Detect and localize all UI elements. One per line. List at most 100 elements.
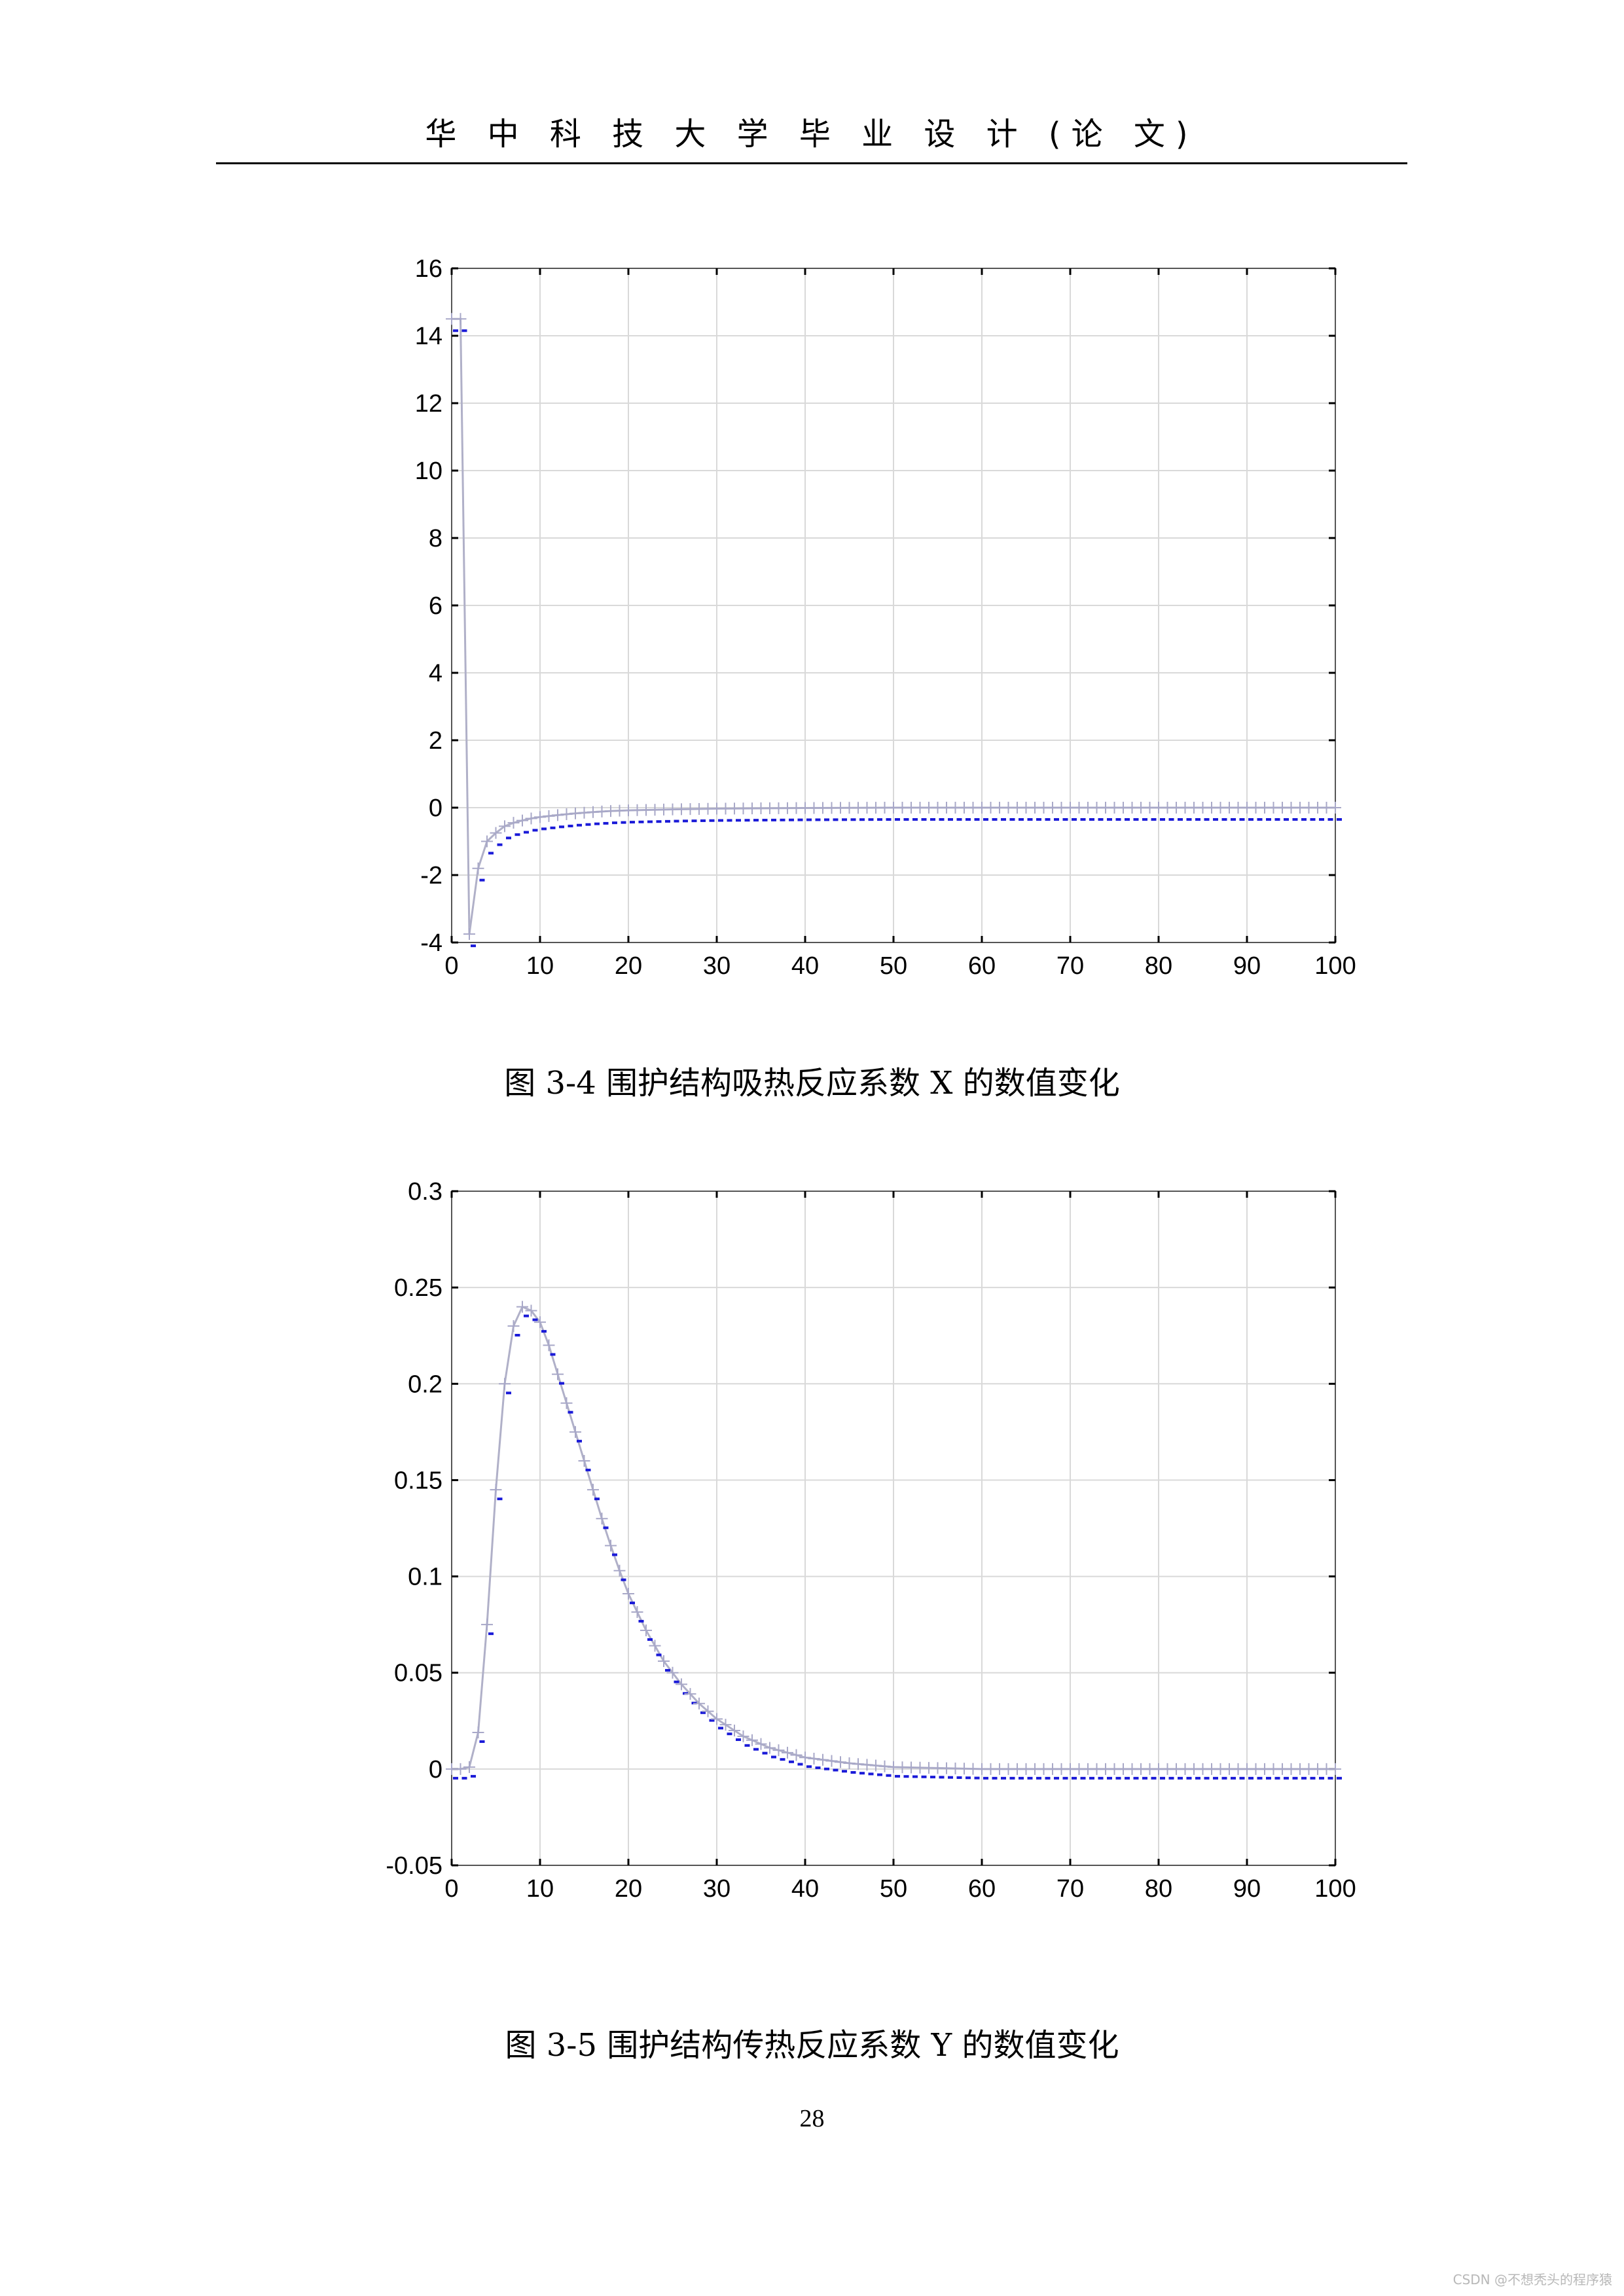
x-tick-label: 0 <box>444 952 458 980</box>
y-tick-label: -0.05 <box>386 1852 442 1880</box>
data-point-plus <box>463 1761 475 1773</box>
data-point-plus <box>543 1339 555 1352</box>
y-tick-label: 0.15 <box>394 1467 442 1494</box>
x-tick-label: 90 <box>1233 952 1261 980</box>
data-point-plus <box>516 1300 528 1313</box>
data-point-plus <box>640 1624 652 1636</box>
x-tick-label: 60 <box>968 1875 996 1903</box>
data-point-plus <box>578 806 590 819</box>
data-point-plus <box>490 1484 502 1496</box>
page-header: 华 中 科 技 大 学 毕 业 设 计 (论 文) <box>216 111 1407 164</box>
figure-caption-3-4: 图 3-4 围护结构吸热反应系数 X 的数值变化 <box>504 1065 1120 1102</box>
data-point-plus <box>552 809 564 821</box>
data-point-plus <box>569 1426 581 1438</box>
chart-y-svg: 0 10 20 30 40 50 60 70 80 90 100 0.3 0.25 0.2 0.15 0.1 0… <box>386 1178 1356 1903</box>
data-point-plus <box>516 814 528 827</box>
data-point-plus <box>835 1756 846 1768</box>
y-tick-label: 2 <box>429 727 442 755</box>
x-tick-label: 100 <box>1314 952 1356 980</box>
page-number: 28 <box>799 2105 825 2132</box>
data-point-plus <box>507 1320 520 1332</box>
y-tick-label: 0.3 <box>408 1178 442 1206</box>
data-point-plus <box>534 1316 546 1329</box>
data-point-plus <box>1329 802 1341 814</box>
y-tick-label: 16 <box>415 255 442 283</box>
y-tick-label: 10 <box>415 457 442 485</box>
x-tick-label: 80 <box>1145 1875 1172 1903</box>
data-point-plus <box>719 1719 732 1731</box>
data-point-plus <box>472 862 484 874</box>
data-point-plus <box>684 1688 696 1700</box>
data-point-plus <box>596 1513 608 1525</box>
data-point-plus <box>454 313 467 325</box>
x-tick-label: 50 <box>880 1875 907 1903</box>
data-point-plus <box>481 1619 493 1631</box>
data-point-plus <box>525 1304 537 1317</box>
x-tick-label: 70 <box>1056 952 1084 980</box>
y-tick-label: 0 <box>429 1756 442 1784</box>
watermark: CSDN @不想秃头的程序猿 <box>1453 2272 1612 2287</box>
data-point-plus <box>676 1678 687 1691</box>
header-title: 华 中 科 技 大 学 毕 业 设 计 (论 文) <box>425 116 1199 152</box>
data-point-plus <box>552 1368 564 1380</box>
data-point-plus <box>825 1755 838 1767</box>
y-tick-label: -4 <box>420 929 442 957</box>
figure-caption-3-5: 图 3-5 围护结构传热反应系数 Y 的数值变化 <box>505 2027 1119 2064</box>
data-point-plus <box>808 1752 820 1765</box>
y-tick-label: 4 <box>429 660 442 687</box>
data-point-plus <box>649 1640 661 1652</box>
data-point-plus <box>843 1757 856 1770</box>
data-point-plus <box>746 1734 758 1746</box>
x-tick-label: 70 <box>1056 1875 1084 1903</box>
data-point-plus <box>454 1763 467 1775</box>
data-point-plus <box>729 1725 740 1736</box>
data-point-plus <box>499 1378 511 1390</box>
data-point-plus <box>578 1455 590 1467</box>
y-tick-label: -2 <box>420 862 442 889</box>
data-point-plus <box>658 1655 670 1668</box>
data-point-plus <box>463 928 475 941</box>
x-tick-label: 0 <box>444 1875 458 1903</box>
data-point-plus <box>702 1705 714 1717</box>
data-point-plus <box>631 1606 643 1619</box>
chart-y-coefficient: 0 10 20 30 40 50 60 70 80 90 100 0.3 0.25 0.2 0.15 0.1 0… <box>367 1165 1375 1911</box>
x-tick-label: 80 <box>1145 952 1172 980</box>
x-tick-label: 50 <box>880 952 907 980</box>
x-tick-label: 30 <box>703 1875 731 1903</box>
y-tick-label: 0 <box>429 795 442 822</box>
data-point-plus <box>755 1738 767 1750</box>
x-tick-label: 90 <box>1233 1875 1261 1903</box>
data-point-plus <box>605 1539 617 1552</box>
data-point-plus <box>711 1713 723 1725</box>
x-tick-label: 100 <box>1314 1875 1356 1903</box>
data-point-plus <box>534 811 546 823</box>
data-point-plus <box>782 1746 793 1759</box>
x-tick-label: 10 <box>526 952 554 980</box>
x-tick-label: 10 <box>526 1875 554 1903</box>
data-point-plus <box>878 1760 891 1772</box>
x-tick-label: 40 <box>791 1875 819 1903</box>
x-tick-label: 30 <box>703 952 731 980</box>
y-tick-label: 0.05 <box>394 1660 442 1687</box>
data-point-plus <box>490 827 502 839</box>
y-tick-label: 0.25 <box>394 1274 442 1302</box>
data-point-plus <box>799 1751 811 1764</box>
y-tick-label: 8 <box>429 525 442 552</box>
chart-x-coefficient: 0 10 20 30 40 50 60 70 80 90 100 16 14 12 10 8 6 4 2 0 -2 -4 <box>367 242 1375 988</box>
data-point-plus <box>666 1666 679 1679</box>
data-point-plus <box>525 812 537 825</box>
data-point-plus <box>737 1730 749 1742</box>
data-point-plus <box>623 1588 634 1600</box>
data-point-plus <box>481 835 493 848</box>
x-tick-label: 60 <box>968 952 996 980</box>
data-point-plus <box>764 1742 776 1754</box>
data-point-plus <box>587 1484 599 1496</box>
data-point-plus <box>693 1697 705 1710</box>
data-point-plus <box>861 1759 873 1771</box>
y-tick-label: 0.2 <box>408 1371 442 1398</box>
data-point-plus <box>870 1759 882 1772</box>
y-tick-label: 14 <box>415 323 442 350</box>
data-point-plus <box>569 807 581 819</box>
data-point-plus <box>560 1397 573 1409</box>
data-point-plus <box>852 1758 864 1770</box>
